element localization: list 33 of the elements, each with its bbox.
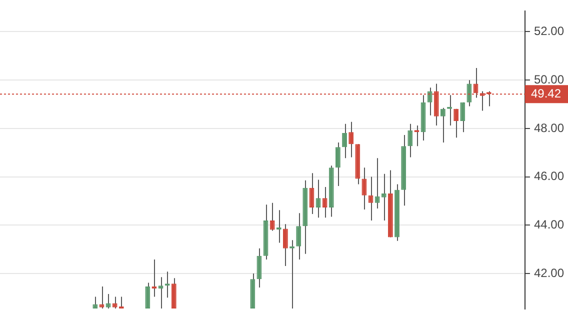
candlestick [342, 123, 347, 159]
y-tick-label: 48.00 [534, 120, 564, 135]
candlestick [106, 294, 111, 310]
candlestick [408, 123, 413, 158]
y-tick-label: 50.00 [534, 72, 564, 86]
y-tick-label: 44.00 [534, 217, 564, 232]
candlestick [427, 87, 432, 116]
candlestick [322, 186, 328, 218]
y-tick-label: 46.00 [534, 169, 564, 184]
candlestick [348, 121, 354, 158]
candlestick [335, 142, 340, 186]
candlestick [112, 296, 118, 310]
candlestick [276, 210, 282, 244]
candlestick [256, 248, 262, 288]
candlestick [374, 158, 380, 209]
candlestick [309, 172, 314, 215]
candlestick [362, 167, 367, 210]
candlestick [158, 276, 164, 310]
candlestick [454, 108, 459, 138]
candlestick [460, 102, 466, 133]
ref-line-label: 49.42 [530, 86, 562, 100]
candlestick [296, 212, 302, 260]
candlestick [440, 107, 446, 143]
candlestick [381, 173, 386, 222]
candlestick [282, 224, 288, 267]
y-tick-label: 52.00 [534, 24, 564, 38]
candlestick [171, 278, 176, 310]
y-tick-label: 42.00 [534, 266, 564, 280]
candlestick [145, 282, 150, 310]
candlestick [270, 202, 275, 232]
candlestick [466, 80, 472, 107]
candlestick [152, 258, 157, 298]
candlestick [99, 286, 104, 310]
